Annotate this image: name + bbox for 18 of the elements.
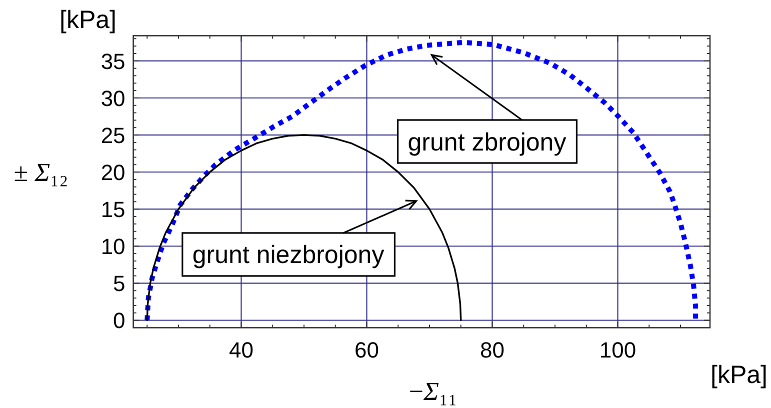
y-tick-label: 20 [100, 160, 126, 185]
y-tick-label: 5 [113, 271, 126, 296]
y-axis-title: ± Σ₁₂ [14, 158, 68, 187]
x-tick-label: 80 [480, 338, 504, 363]
x-tick-label: 100 [599, 338, 636, 363]
annotation: grunt zbrojony [408, 128, 567, 156]
annotation: grunt niezbrojony [192, 241, 385, 270]
x-tick-label: 60 [354, 338, 379, 363]
y-tick-label: 35 [100, 48, 126, 74]
y-tick-label: 15 [100, 197, 126, 222]
x-tick-label: 40 [228, 338, 254, 363]
y-tick-label: 30 [100, 86, 126, 111]
x-axis-title: −Σ₁₁ [408, 377, 458, 406]
y-tick-label: 25 [100, 122, 126, 148]
text: [kPa] [60, 6, 116, 34]
y-tick-label: 10 [100, 234, 126, 260]
text: [kPa] [710, 361, 768, 389]
y-tick-label: 0 [113, 308, 126, 334]
